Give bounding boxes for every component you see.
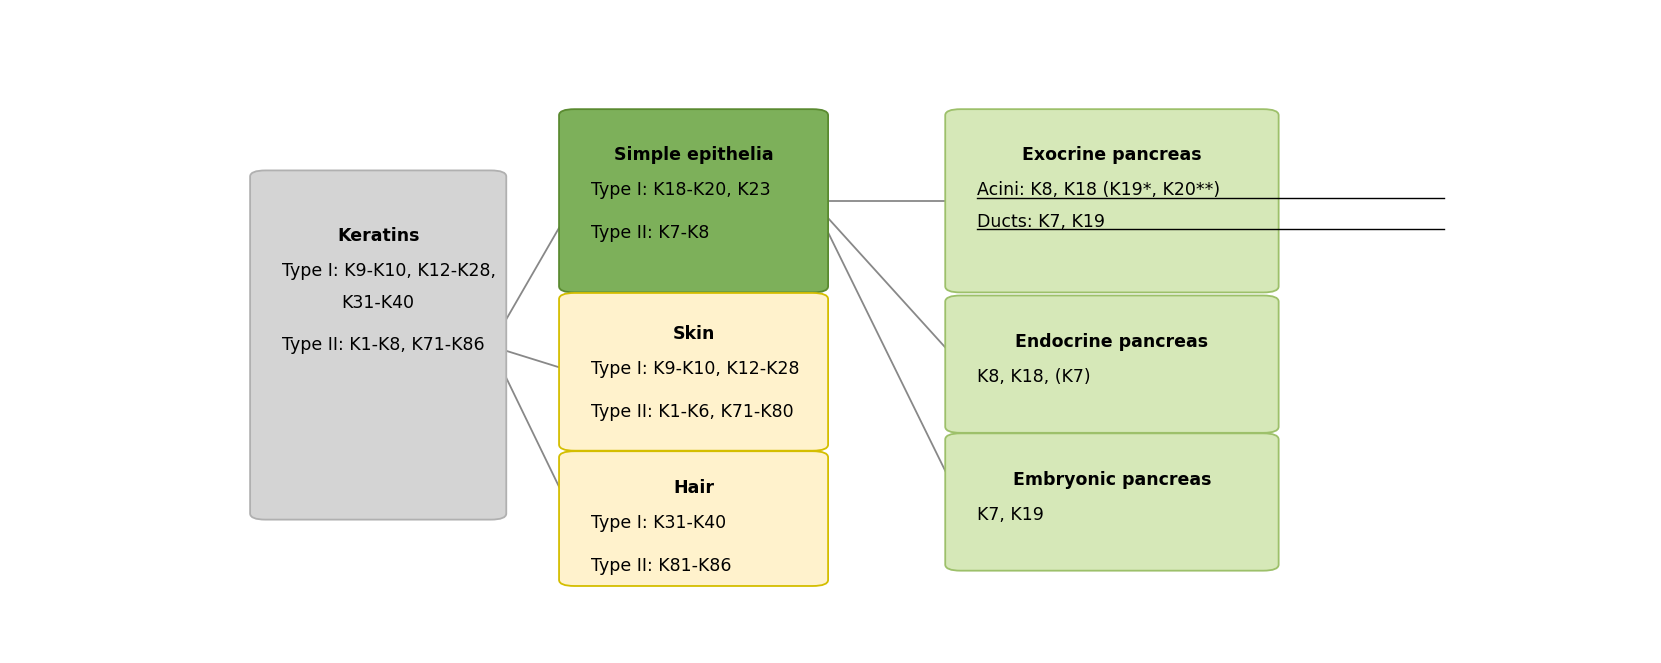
Text: Type I: K31-K40: Type I: K31-K40 — [591, 514, 726, 532]
Text: Type II: K81-K86: Type II: K81-K86 — [591, 557, 733, 575]
Text: Exocrine pancreas: Exocrine pancreas — [1022, 146, 1203, 164]
Text: Skin: Skin — [673, 326, 714, 343]
Text: Embryonic pancreas: Embryonic pancreas — [1013, 471, 1211, 489]
FancyBboxPatch shape — [251, 170, 507, 520]
Text: Type I: K18-K20, K23: Type I: K18-K20, K23 — [591, 181, 771, 199]
Text: Type I: K9-K10, K12-K28,: Type I: K9-K10, K12-K28, — [282, 262, 497, 280]
Text: Hair: Hair — [673, 479, 714, 497]
Text: Type II: K1-K8, K71-K86: Type II: K1-K8, K71-K86 — [282, 336, 485, 355]
Text: K31-K40: K31-K40 — [342, 294, 415, 312]
FancyBboxPatch shape — [560, 109, 829, 292]
Text: Endocrine pancreas: Endocrine pancreas — [1015, 333, 1209, 351]
FancyBboxPatch shape — [560, 452, 829, 586]
Text: Type II: K7-K8: Type II: K7-K8 — [591, 224, 709, 242]
Text: K8, K18, (K7): K8, K18, (K7) — [977, 368, 1091, 386]
FancyBboxPatch shape — [945, 109, 1279, 292]
FancyBboxPatch shape — [945, 296, 1279, 433]
Text: Acini: K8, K18 (K19*, K20**): Acini: K8, K18 (K19*, K20**) — [977, 181, 1221, 199]
FancyBboxPatch shape — [945, 434, 1279, 571]
Text: K7, K19: K7, K19 — [977, 506, 1045, 524]
Text: Type I: K9-K10, K12-K28: Type I: K9-K10, K12-K28 — [591, 360, 799, 378]
Text: Keratins: Keratins — [337, 227, 420, 245]
Text: Simple epithelia: Simple epithelia — [615, 146, 774, 164]
Text: Ducts: K7, K19: Ducts: K7, K19 — [977, 213, 1106, 231]
Text: Type II: K1-K6, K71-K80: Type II: K1-K6, K71-K80 — [591, 403, 794, 421]
FancyBboxPatch shape — [560, 293, 829, 451]
